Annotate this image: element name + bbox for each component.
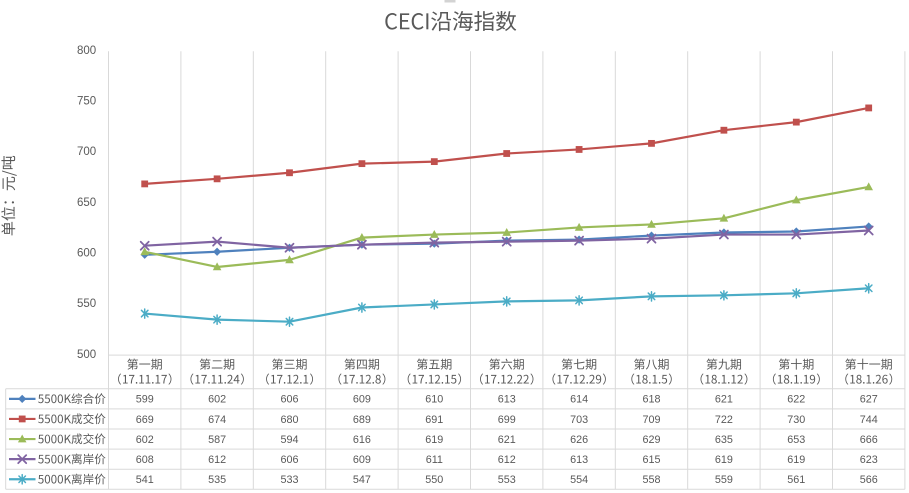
svg-text:606: 606 xyxy=(280,454,298,466)
svg-text:622: 622 xyxy=(787,394,805,406)
svg-text:635: 635 xyxy=(715,434,733,446)
svg-text:626: 626 xyxy=(570,434,588,446)
svg-text:650: 650 xyxy=(77,197,96,209)
svg-text:566: 566 xyxy=(860,474,878,486)
svg-text:669: 669 xyxy=(136,414,154,426)
svg-text:553: 553 xyxy=(498,474,516,486)
svg-text:608: 608 xyxy=(136,454,154,466)
svg-text:559: 559 xyxy=(715,474,733,486)
svg-text:613: 613 xyxy=(498,394,516,406)
svg-text:558: 558 xyxy=(642,474,660,486)
svg-text:602: 602 xyxy=(208,394,226,406)
svg-text:561: 561 xyxy=(787,474,805,486)
svg-text:619: 619 xyxy=(425,434,443,446)
svg-text:623: 623 xyxy=(860,454,878,466)
svg-text:653: 653 xyxy=(787,434,805,446)
svg-text:602: 602 xyxy=(136,434,154,446)
svg-text:533: 533 xyxy=(280,474,298,486)
svg-text:606: 606 xyxy=(280,394,298,406)
svg-text:674: 674 xyxy=(208,414,226,426)
svg-text:699: 699 xyxy=(498,414,516,426)
svg-text:621: 621 xyxy=(498,434,516,446)
svg-text:547: 547 xyxy=(353,474,371,486)
svg-text:744: 744 xyxy=(860,414,878,426)
svg-text:613: 613 xyxy=(570,454,588,466)
svg-text:587: 587 xyxy=(208,434,226,446)
svg-text:703: 703 xyxy=(570,414,588,426)
svg-text:541: 541 xyxy=(136,474,154,486)
svg-text:618: 618 xyxy=(642,394,660,406)
svg-text:709: 709 xyxy=(642,414,660,426)
svg-text:550: 550 xyxy=(425,474,443,486)
svg-text:680: 680 xyxy=(280,414,298,426)
svg-text:609: 609 xyxy=(353,454,371,466)
svg-text:619: 619 xyxy=(715,454,733,466)
svg-text:615: 615 xyxy=(642,454,660,466)
svg-text:621: 621 xyxy=(715,394,733,406)
svg-text:700: 700 xyxy=(77,146,96,158)
svg-text:594: 594 xyxy=(280,434,298,446)
svg-text:750: 750 xyxy=(77,96,96,108)
svg-text:730: 730 xyxy=(787,414,805,426)
svg-text:612: 612 xyxy=(498,454,516,466)
svg-text:500: 500 xyxy=(77,349,96,361)
svg-text:609: 609 xyxy=(353,394,371,406)
svg-text:629: 629 xyxy=(642,434,660,446)
svg-text:554: 554 xyxy=(570,474,588,486)
svg-text:610: 610 xyxy=(425,394,443,406)
svg-text:619: 619 xyxy=(787,454,805,466)
svg-text:666: 666 xyxy=(860,434,878,446)
svg-text:599: 599 xyxy=(136,394,154,406)
svg-text:600: 600 xyxy=(77,248,96,260)
svg-text:616: 616 xyxy=(353,434,371,446)
svg-text:689: 689 xyxy=(353,414,371,426)
svg-text:627: 627 xyxy=(860,394,878,406)
svg-text:550: 550 xyxy=(77,298,96,310)
svg-text:722: 722 xyxy=(715,414,733,426)
svg-text:800: 800 xyxy=(77,45,96,57)
svg-text:612: 612 xyxy=(208,454,226,466)
svg-text:691: 691 xyxy=(425,414,443,426)
svg-text:614: 614 xyxy=(570,394,588,406)
svg-text:535: 535 xyxy=(208,474,226,486)
svg-text:611: 611 xyxy=(426,454,443,466)
